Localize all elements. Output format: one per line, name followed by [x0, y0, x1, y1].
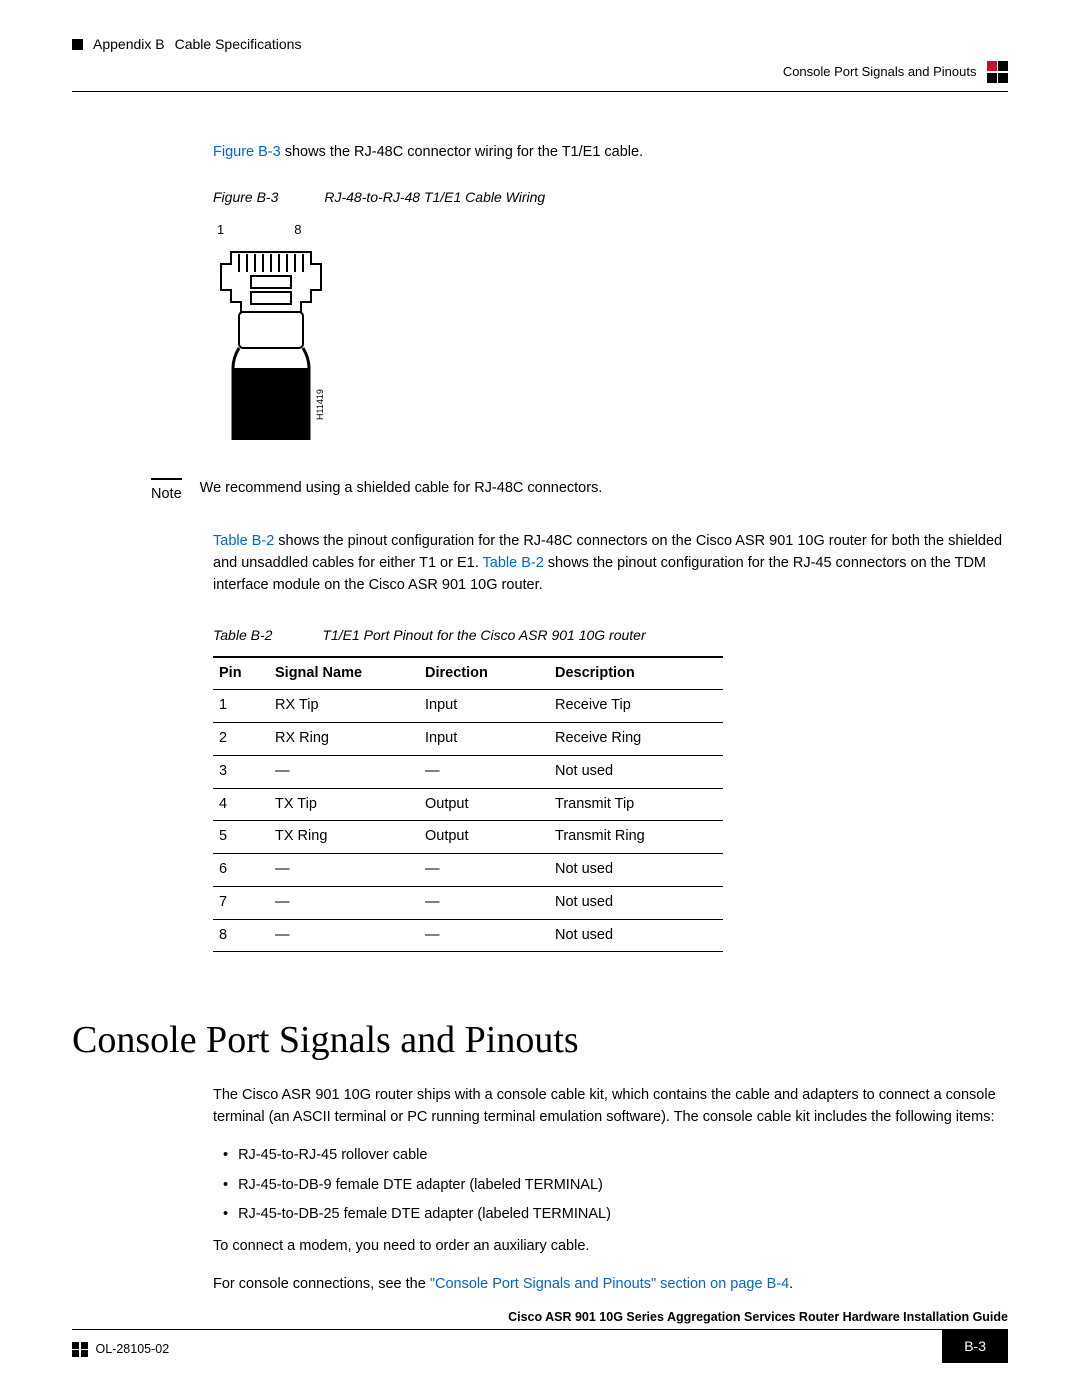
- cell-sig: RX Tip: [269, 690, 419, 723]
- appendix-label: Appendix B: [93, 34, 165, 55]
- table-row: 4TX TipOutputTransmit Tip: [213, 788, 723, 821]
- cell-pin: 7: [213, 886, 269, 919]
- cell-desc: Not used: [549, 919, 723, 952]
- figure-caption-text: RJ-48-to-RJ-48 T1/E1 Cable Wiring: [324, 189, 545, 205]
- table-intro-paragraph: Table B-2 shows the pinout configuration…: [213, 531, 1008, 596]
- cell-dir: —: [419, 919, 549, 952]
- pinout-table: Pin Signal Name Direction Description 1R…: [213, 656, 723, 953]
- table-ref-link-2[interactable]: Table B-2: [483, 555, 544, 571]
- chapter-label: Cable Specifications: [175, 34, 302, 55]
- cell-desc: Receive Ring: [549, 723, 723, 756]
- footer-doc-number: OL-28105-02: [96, 1340, 170, 1359]
- cell-dir: —: [419, 755, 549, 788]
- figure-intro-text: shows the RJ-48C connector wiring for th…: [281, 144, 643, 160]
- section-heading: Console Port Signals and Pinouts: [72, 1012, 1008, 1069]
- section-header-title: Console Port Signals and Pinouts: [783, 62, 977, 82]
- th-direction: Direction: [425, 665, 488, 681]
- cell-dir: —: [419, 854, 549, 887]
- list-item: RJ-45-to-DB-25 female DTE adapter (label…: [241, 1204, 1008, 1226]
- table-header-row: Pin Signal Name Direction Description: [213, 657, 723, 690]
- cell-pin: 4: [213, 788, 269, 821]
- list-item: RJ-45-to-DB-9 female DTE adapter (labele…: [241, 1175, 1008, 1197]
- table-row: 1RX TipInputReceive Tip: [213, 690, 723, 723]
- note-label: Note: [151, 478, 182, 506]
- cell-dir: Output: [419, 788, 549, 821]
- note-text: We recommend using a shielded cable for …: [200, 478, 603, 500]
- cell-desc: Transmit Tip: [549, 788, 723, 821]
- figure-label: Figure B-3: [213, 189, 278, 205]
- figure-drawing-id: H11419: [315, 389, 325, 420]
- cell-dir: —: [419, 886, 549, 919]
- table-row: 5TX RingOutputTransmit Ring: [213, 821, 723, 854]
- cell-pin: 2: [213, 723, 269, 756]
- cell-sig: —: [269, 886, 419, 919]
- cell-desc: Not used: [549, 755, 723, 788]
- section-p3: For console connections, see the "Consol…: [213, 1274, 1008, 1296]
- header-rule: [72, 91, 1008, 92]
- cell-desc: Not used: [549, 854, 723, 887]
- section-p1: The Cisco ASR 901 10G router ships with …: [213, 1085, 1008, 1129]
- page-header: Appendix B Cable Specifications: [72, 34, 1008, 55]
- footer-corner-icon: [72, 1342, 88, 1358]
- cell-dir: Input: [419, 690, 549, 723]
- figure-intro-line: Figure B-3 shows the RJ-48C connector wi…: [213, 142, 1008, 164]
- cell-sig: —: [269, 755, 419, 788]
- p3-prefix: For console connections, see the: [213, 1276, 430, 1292]
- cell-desc: Receive Tip: [549, 690, 723, 723]
- figure-pin-right: 8: [294, 220, 301, 240]
- th-pin: Pin: [219, 665, 242, 681]
- table-row: 7——Not used: [213, 886, 723, 919]
- th-signal: Signal Name: [275, 665, 362, 681]
- footer-doc-title: Cisco ASR 901 10G Series Aggregation Ser…: [72, 1308, 1008, 1327]
- table-row: 3——Not used: [213, 755, 723, 788]
- cell-pin: 1: [213, 690, 269, 723]
- header-corner-icon: [987, 61, 1009, 83]
- cell-sig: TX Ring: [269, 821, 419, 854]
- page-number: B-3: [942, 1330, 1008, 1363]
- section-p2: To connect a modem, you need to order an…: [213, 1236, 1008, 1258]
- table-caption: Table B-2 T1/E1 Port Pinout for the Cisc…: [213, 625, 1008, 646]
- console-section-link[interactable]: "Console Port Signals and Pinouts" secti…: [430, 1276, 789, 1292]
- cell-pin: 8: [213, 919, 269, 952]
- figure-image: 1 8: [213, 220, 1008, 447]
- table-row: 8——Not used: [213, 919, 723, 952]
- cell-sig: —: [269, 919, 419, 952]
- figure-pin-left: 1: [217, 220, 224, 240]
- cell-pin: 6: [213, 854, 269, 887]
- cell-sig: TX Tip: [269, 788, 419, 821]
- p3-suffix: .: [789, 1276, 793, 1292]
- figure-ref-link[interactable]: Figure B-3: [213, 144, 281, 160]
- table-row: 2RX RingInputReceive Ring: [213, 723, 723, 756]
- figure-caption: Figure B-3 RJ-48-to-RJ-48 T1/E1 Cable Wi…: [213, 187, 1008, 208]
- cell-dir: Output: [419, 821, 549, 854]
- th-description: Description: [555, 665, 635, 681]
- cell-desc: Not used: [549, 886, 723, 919]
- cell-pin: 5: [213, 821, 269, 854]
- cell-sig: —: [269, 854, 419, 887]
- rj48-connector-icon: H11419: [213, 240, 343, 440]
- table-label-text: Table B-2: [213, 627, 272, 643]
- header-square-icon: [72, 39, 83, 50]
- cell-dir: Input: [419, 723, 549, 756]
- page-footer: Cisco ASR 901 10G Series Aggregation Ser…: [72, 1308, 1008, 1363]
- kit-item-list: RJ-45-to-RJ-45 rollover cable RJ-45-to-D…: [213, 1145, 1008, 1226]
- cell-desc: Transmit Ring: [549, 821, 723, 854]
- table-ref-link-1[interactable]: Table B-2: [213, 533, 274, 549]
- cell-pin: 3: [213, 755, 269, 788]
- table-row: 6——Not used: [213, 854, 723, 887]
- list-item: RJ-45-to-RJ-45 rollover cable: [241, 1145, 1008, 1167]
- cell-sig: RX Ring: [269, 723, 419, 756]
- table-caption-text: T1/E1 Port Pinout for the Cisco ASR 901 …: [322, 627, 645, 643]
